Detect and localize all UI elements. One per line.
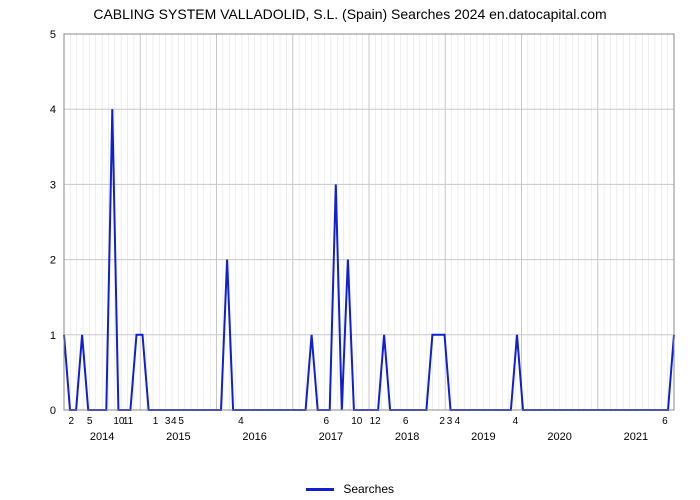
svg-text:2: 2 — [50, 255, 56, 267]
svg-text:11: 11 — [123, 416, 134, 427]
svg-text:4: 4 — [171, 416, 177, 427]
svg-text:4: 4 — [50, 104, 56, 116]
svg-text:3: 3 — [50, 179, 56, 191]
chart-svg: 0123452014201520162017201820192020202125… — [40, 30, 680, 450]
svg-text:2020: 2020 — [547, 431, 571, 443]
chart-title: CABLING SYSTEM VALLADOLID, S.L. (Spain) … — [0, 0, 700, 22]
svg-text:4: 4 — [513, 416, 519, 427]
svg-text:6: 6 — [403, 416, 409, 427]
svg-text:4: 4 — [455, 416, 461, 427]
legend-swatch — [306, 488, 334, 491]
svg-text:2021: 2021 — [624, 431, 648, 443]
svg-text:12: 12 — [370, 416, 382, 427]
svg-text:2: 2 — [69, 416, 75, 427]
chart-area: 0123452014201520162017201820192020202125… — [40, 30, 680, 450]
svg-text:10: 10 — [351, 416, 363, 427]
svg-text:2014: 2014 — [90, 431, 114, 443]
legend: Searches — [0, 482, 700, 496]
legend-label: Searches — [343, 482, 394, 496]
svg-text:2016: 2016 — [242, 431, 266, 443]
svg-text:1: 1 — [50, 330, 56, 342]
svg-text:5: 5 — [178, 416, 184, 427]
svg-text:5: 5 — [50, 30, 56, 41]
svg-text:4: 4 — [238, 416, 244, 427]
svg-text:1: 1 — [153, 416, 159, 427]
svg-text:3: 3 — [447, 416, 453, 427]
svg-text:6: 6 — [324, 416, 330, 427]
svg-text:3: 3 — [165, 416, 171, 427]
svg-text:0: 0 — [50, 405, 56, 417]
svg-text:2017: 2017 — [319, 431, 343, 443]
svg-text:2019: 2019 — [471, 431, 495, 443]
svg-text:2018: 2018 — [395, 431, 419, 443]
svg-text:2: 2 — [439, 416, 445, 427]
svg-text:5: 5 — [87, 416, 93, 427]
svg-text:2015: 2015 — [166, 431, 190, 443]
svg-text:6: 6 — [662, 416, 668, 427]
